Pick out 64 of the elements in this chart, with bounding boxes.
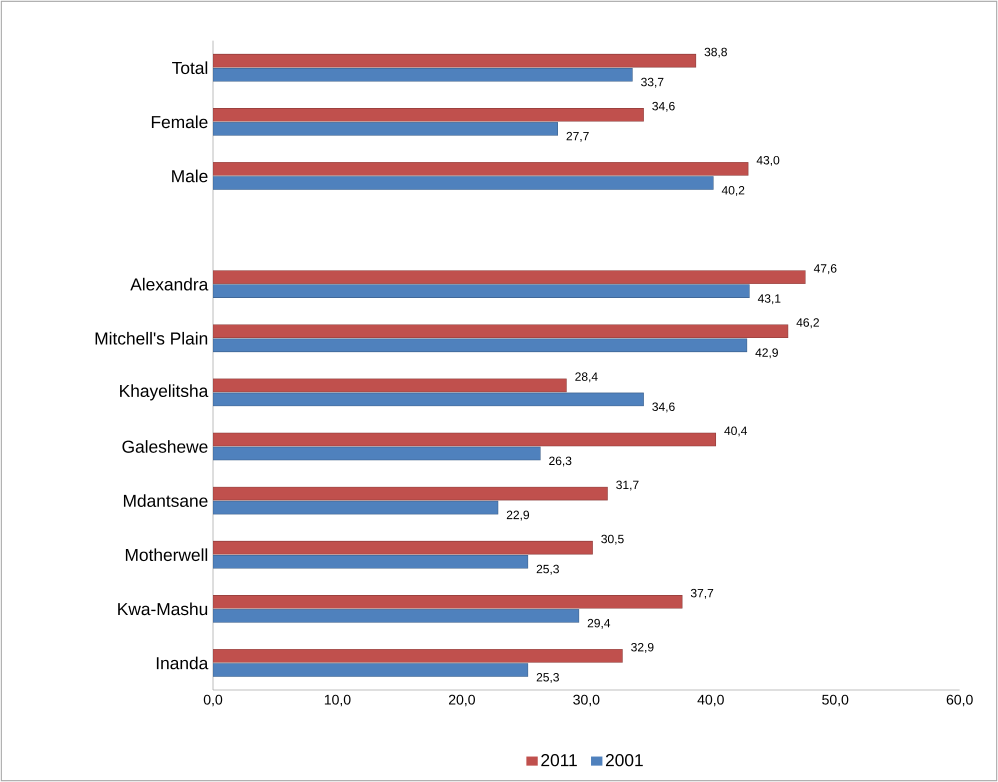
legend-label: 2011: [541, 754, 577, 766]
y-tick-label: Inanda: [156, 656, 208, 670]
bar: [213, 54, 696, 68]
bar: [213, 540, 593, 554]
data-label: 28,4: [575, 372, 598, 382]
y-tick-label: Motherwell: [126, 548, 208, 562]
data-label: 25,3: [536, 564, 559, 575]
data-label: 33,7: [641, 78, 664, 88]
data-label: 42,9: [755, 348, 778, 358]
y-tick-label: Galeshewe: [122, 440, 208, 453]
bar: [213, 68, 633, 82]
bar: [213, 392, 644, 406]
bar: [213, 663, 528, 677]
y-tick-label: Total: [172, 61, 208, 74]
bar: [213, 108, 644, 122]
y-tick-label: Kwa-Mashu: [118, 602, 208, 616]
data-label: 26,3: [549, 456, 572, 466]
bar: [213, 649, 623, 663]
data-label: 43,1: [758, 294, 780, 304]
data-label: 32,9: [631, 642, 654, 653]
data-label: 46,2: [796, 318, 819, 328]
data-label: 37,7: [690, 588, 714, 599]
x-tick-label: 60,0: [946, 694, 973, 706]
bar: [213, 446, 541, 460]
bar: [213, 270, 806, 284]
data-label: 47,6: [814, 264, 836, 274]
data-label: 30,5: [601, 534, 624, 545]
bar: [213, 486, 608, 500]
x-tick-label: 20,0: [448, 694, 475, 706]
data-label: 40,4: [724, 426, 748, 436]
bar: [213, 378, 567, 392]
data-label: 34,6: [652, 402, 675, 412]
data-label: 31,7: [616, 480, 639, 491]
x-tick-label: 40,0: [697, 694, 724, 706]
y-tick-label: Mitchell's Plain: [96, 332, 208, 345]
data-label: 29,4: [588, 618, 610, 629]
bar: [213, 324, 788, 338]
y-tick-label: Khayelitsha: [120, 384, 208, 400]
x-tick-label: 30,0: [573, 694, 600, 706]
data-label: 40,2: [722, 186, 744, 196]
bar: [213, 554, 528, 569]
bar: [213, 338, 748, 352]
bar: [213, 284, 750, 298]
x-tick-label: 10,0: [324, 694, 351, 706]
bar: [213, 609, 580, 623]
y-tick-label: Female: [152, 115, 208, 128]
x-tick-label: 50,0: [822, 694, 848, 706]
x-tick-label: 0,0: [204, 694, 222, 706]
y-tick-label: Mdantsane: [124, 494, 208, 507]
y-tick-label: Alexandra: [130, 278, 208, 291]
bar: [213, 176, 714, 190]
data-label: 27,7: [566, 132, 589, 142]
data-label: 38,8: [704, 48, 727, 58]
data-label: 43,0: [756, 156, 780, 166]
data-label: 22,9: [506, 510, 530, 521]
legend-label: 2001: [606, 754, 643, 766]
data-label: 25,3: [536, 673, 559, 683]
data-label: 34,6: [652, 102, 675, 112]
bar: [213, 595, 682, 609]
bar: [213, 432, 716, 446]
bar: [213, 500, 498, 514]
bar: [213, 122, 558, 136]
y-tick-label: Male: [172, 170, 208, 182]
bar: [213, 162, 748, 176]
